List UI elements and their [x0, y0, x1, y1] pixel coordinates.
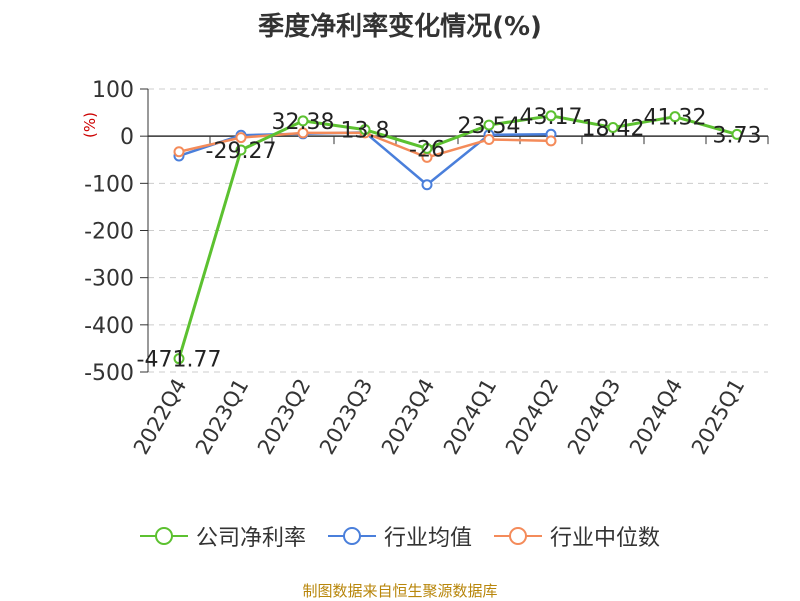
x-tick-label: 2023Q2 — [253, 375, 315, 459]
legend-company-marker-icon — [139, 527, 188, 545]
data-label: 43.17 — [520, 105, 583, 130]
x-tick-label: 2022Q4 — [129, 375, 191, 459]
x-tick-label: 2023Q4 — [377, 375, 439, 459]
industry-median-point — [173, 146, 185, 158]
y-tick-label: -300 — [84, 267, 134, 292]
y-tick-label: 0 — [120, 125, 134, 150]
x-tick-label: 2024Q3 — [563, 375, 625, 459]
data-label: 18.42 — [582, 116, 645, 141]
legend-industry-avg-marker-icon — [327, 527, 376, 545]
x-tick-label: 2023Q3 — [315, 375, 377, 459]
data-label: 3.73 — [713, 123, 762, 148]
legend-company-label: 公司净利率 — [195, 526, 306, 551]
company-net-margin-point — [359, 124, 371, 136]
company-net-margin-point — [297, 115, 309, 127]
data-source-note: 制图数据来自恒生聚源数据库 — [302, 582, 498, 600]
industry-median-point — [483, 133, 495, 145]
x-tick-label: 2025Q1 — [687, 375, 749, 459]
data-label: -29.27 — [206, 139, 277, 164]
legend-item-industry-median[interactable]: 行业中位数 — [494, 520, 660, 552]
industry-median-point — [545, 135, 557, 147]
y-tick-label: -500 — [84, 361, 134, 386]
company-net-margin-point — [545, 110, 557, 122]
legend-industry-avg-label: 行业均值 — [383, 526, 472, 551]
chart-title: 季度净利率变化情况(%) — [258, 12, 542, 42]
data-label: 13.8 — [341, 119, 390, 144]
y-tick-label: 100 — [92, 78, 134, 103]
data-label: 23.54 — [458, 114, 521, 139]
company-net-margin-point — [607, 121, 619, 133]
legend-item-company[interactable]: 公司净利率 — [139, 520, 306, 552]
x-tick-label: 2024Q1 — [439, 375, 501, 459]
data-label: 41.32 — [644, 106, 707, 131]
legend-industry-median-marker-icon — [494, 527, 542, 545]
company-net-margin-point — [235, 144, 247, 156]
data-label: -26 — [409, 137, 445, 162]
x-tick-label: 2024Q4 — [625, 375, 687, 459]
x-tick-label: 2023Q1 — [191, 375, 253, 459]
industry-average-point — [421, 179, 433, 191]
legend: 公司净利率 行业均值 行业中位数 — [0, 520, 800, 552]
y-tick-label: -200 — [84, 220, 134, 245]
legend-industry-median-label: 行业中位数 — [550, 526, 661, 551]
industry-median-point — [235, 132, 247, 144]
company-net-margin-line — [177, 114, 738, 360]
y-axis-label: (%) — [81, 112, 99, 138]
x-tick-label: 2024Q2 — [501, 375, 563, 459]
y-tick-label: -400 — [84, 314, 134, 339]
company-net-margin-point — [731, 128, 743, 140]
data-label: 32.38 — [272, 110, 335, 135]
company-net-margin-point — [421, 142, 433, 154]
y-tick-label: -100 — [84, 172, 134, 197]
legend-item-industry-avg[interactable]: 行业均值 — [327, 520, 472, 552]
company-net-margin-point — [669, 111, 681, 123]
company-net-margin-point — [483, 119, 495, 131]
company-net-margin-point — [173, 353, 185, 365]
industry-median-point — [297, 127, 309, 139]
data-label: -471.77 — [137, 348, 222, 373]
